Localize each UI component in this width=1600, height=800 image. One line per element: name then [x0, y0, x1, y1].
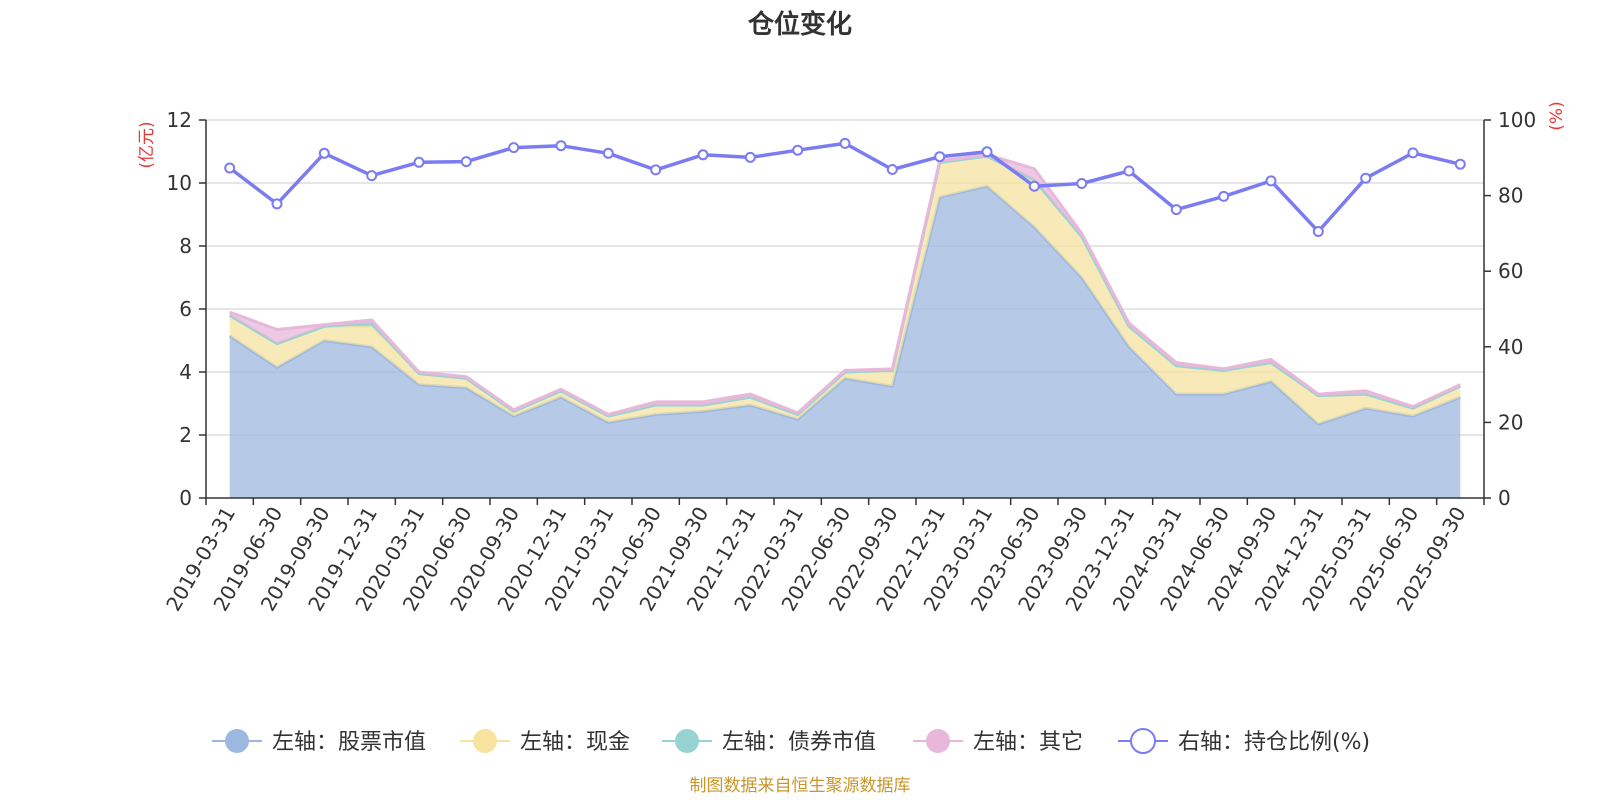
legend-marker — [225, 729, 249, 753]
area-series-2 — [229, 156, 1461, 424]
chart-title: 仓位变化 — [747, 9, 852, 40]
area-series-1 — [229, 186, 1461, 498]
legend-label: 左轴：现金 — [520, 730, 630, 755]
right-tick-label: 40 — [1498, 335, 1523, 359]
legend: 左轴：股票市值 左轴：现金 左轴：债券市值 左轴：其它 右轴：持仓比例(%) — [212, 728, 1370, 755]
holding-ratio-point — [1407, 147, 1419, 159]
holding-ratio-point — [792, 144, 804, 156]
left-tick-label: 4 — [179, 360, 192, 384]
left-tick-label: 8 — [179, 234, 192, 258]
holding-ratio-point — [1454, 158, 1466, 170]
source-note: 制图数据来自恒生聚源数据库 — [690, 776, 911, 796]
holding-ratio-point — [1170, 204, 1182, 216]
holding-ratio-point — [886, 164, 898, 175]
holding-ratio-point — [602, 147, 614, 159]
right-tick-label: 100 — [1498, 108, 1536, 132]
area-layer — [228, 153, 1461, 498]
legend-label: 左轴：债券市值 — [722, 730, 876, 755]
holding-ratio-point — [1123, 165, 1135, 177]
legend-label: 右轴：持仓比例(%) — [1178, 730, 1370, 755]
legend-marker — [926, 729, 950, 753]
holding-ratio-point — [934, 151, 946, 163]
right-tick-label: 60 — [1498, 259, 1523, 283]
right-axis-unit: (%) — [1547, 101, 1567, 130]
holding-ratio-point — [1265, 175, 1277, 187]
line-layer — [224, 137, 1466, 237]
holding-ratio-point — [555, 140, 567, 152]
left-axis-unit: (亿元) — [137, 121, 157, 168]
legend-label: 左轴：股票市值 — [272, 730, 426, 755]
legend-marker — [1130, 728, 1156, 754]
holding-ratio-point — [271, 198, 283, 210]
holding-ratio-point — [744, 151, 756, 163]
area-edge-series-4 — [229, 153, 1461, 416]
holding-ratio-point — [981, 146, 993, 158]
holding-ratio-point — [839, 137, 851, 149]
left-tick-label: 6 — [179, 297, 192, 321]
left-tick-label: 0 — [179, 486, 192, 510]
holding-ratio-point — [1360, 172, 1372, 184]
right-tick-label: 80 — [1498, 184, 1523, 208]
holding-ratio-point — [318, 147, 330, 159]
holding-ratio-point — [366, 170, 378, 182]
holding-ratio-point — [1076, 178, 1088, 189]
holding-ratio-point — [413, 156, 425, 168]
legend-label: 左轴：其它 — [973, 730, 1083, 755]
left-tick-label: 12 — [167, 108, 192, 132]
holding-ratio-point — [1028, 180, 1040, 192]
left-tick-label: 2 — [179, 423, 192, 447]
holding-ratio-point — [460, 156, 472, 168]
holding-ratio-line — [228, 141, 1461, 234]
holding-ratio-point — [508, 142, 520, 154]
holding-ratio-point — [1218, 190, 1230, 202]
right-tick-label: 20 — [1498, 410, 1523, 434]
legend-marker — [473, 729, 497, 753]
holding-ratio-point — [224, 162, 236, 174]
legend-marker — [675, 729, 699, 753]
holding-ratio-point — [1312, 226, 1324, 237]
left-tick-label: 10 — [167, 171, 192, 195]
holding-ratio-point — [650, 164, 662, 176]
right-tick-label: 0 — [1498, 486, 1511, 510]
holding-ratio-point — [697, 149, 709, 161]
